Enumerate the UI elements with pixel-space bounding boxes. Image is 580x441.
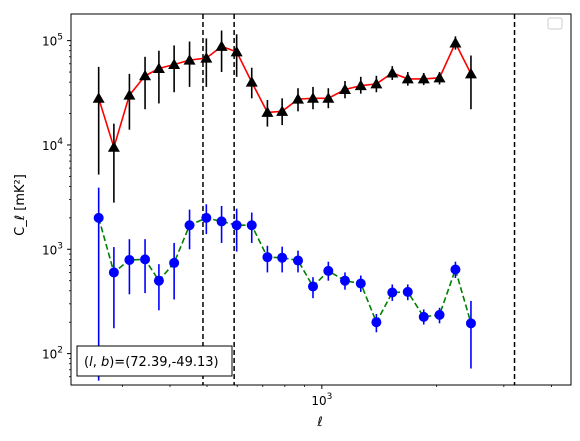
data-point-circle: [262, 252, 273, 263]
data-point-triangle: [183, 54, 196, 65]
data-point-circle: [201, 212, 212, 223]
data-point-triangle: [139, 69, 152, 81]
legend-box: [547, 17, 563, 30]
data-point-circle: [307, 281, 318, 292]
data-point-circle: [231, 220, 242, 231]
vertical-lines-group: [202, 14, 516, 385]
data-point-triangle: [215, 40, 228, 51]
data-point-triangle: [322, 92, 335, 103]
data-point-circle: [277, 252, 288, 263]
data-point-circle: [108, 267, 119, 278]
series-1: [93, 187, 476, 381]
tick-label: 104: [42, 137, 63, 153]
series-0: [92, 30, 477, 203]
data-point-triangle: [230, 45, 243, 57]
data-point-triangle: [107, 141, 120, 152]
data-point-circle: [169, 257, 180, 268]
data-point-circle: [387, 287, 398, 298]
data-point-circle: [93, 212, 104, 223]
data-point-triangle: [306, 92, 319, 103]
data-point-triangle: [245, 76, 258, 87]
annotation-frame: [76, 345, 233, 377]
annotation-box: (l, b)=(72.39,-49.13): [76, 345, 233, 377]
data-point-triangle: [464, 67, 477, 79]
data-point-circle: [418, 311, 429, 322]
tick-label: 103: [42, 241, 63, 257]
data-point-triangle: [386, 66, 399, 78]
data-point-triangle: [291, 93, 304, 104]
data-point-circle: [355, 278, 366, 289]
data-point-circle: [434, 309, 445, 320]
data-point-triangle: [261, 106, 274, 117]
data-point-triangle: [276, 105, 289, 116]
data-point-triangle: [449, 36, 462, 48]
data-point-circle: [339, 275, 350, 286]
data-point-triangle: [92, 92, 105, 103]
data-point-triangle: [168, 58, 181, 70]
tick-label: 102: [42, 346, 63, 362]
data-point-triangle: [152, 62, 165, 74]
tick-label: 105: [42, 33, 63, 49]
data-point-triangle: [417, 72, 430, 84]
y-axis-label: C_ℓ [mK²]: [13, 174, 28, 236]
series-group: [92, 30, 477, 381]
plot-area: [71, 14, 571, 385]
data-point-circle: [402, 286, 413, 297]
data-point-triangle: [433, 71, 446, 83]
data-point-triangle: [200, 52, 213, 63]
data-point-triangle: [354, 79, 367, 91]
data-point-circle: [124, 254, 135, 265]
ticks-group: 102 103 104 105 103: [42, 33, 552, 408]
annotation-text: (l, b)=(72.39,-49.13): [84, 355, 219, 370]
data-point-triangle: [123, 89, 136, 100]
data-point-circle: [153, 275, 164, 286]
data-point-circle: [323, 265, 334, 276]
data-point-circle: [140, 254, 151, 265]
data-point-circle: [216, 216, 227, 227]
data-point-circle: [246, 220, 257, 231]
data-point-circle: [184, 220, 195, 231]
data-point-circle: [292, 255, 303, 266]
tick-label: 103: [311, 392, 332, 408]
data-point-triangle: [338, 83, 351, 95]
data-point-circle: [371, 317, 382, 328]
data-point-triangle: [370, 77, 383, 89]
data-point-circle: [450, 264, 461, 275]
x-axis-label: ℓ: [316, 415, 322, 430]
data-point-circle: [465, 318, 476, 329]
data-point-triangle: [401, 72, 414, 84]
